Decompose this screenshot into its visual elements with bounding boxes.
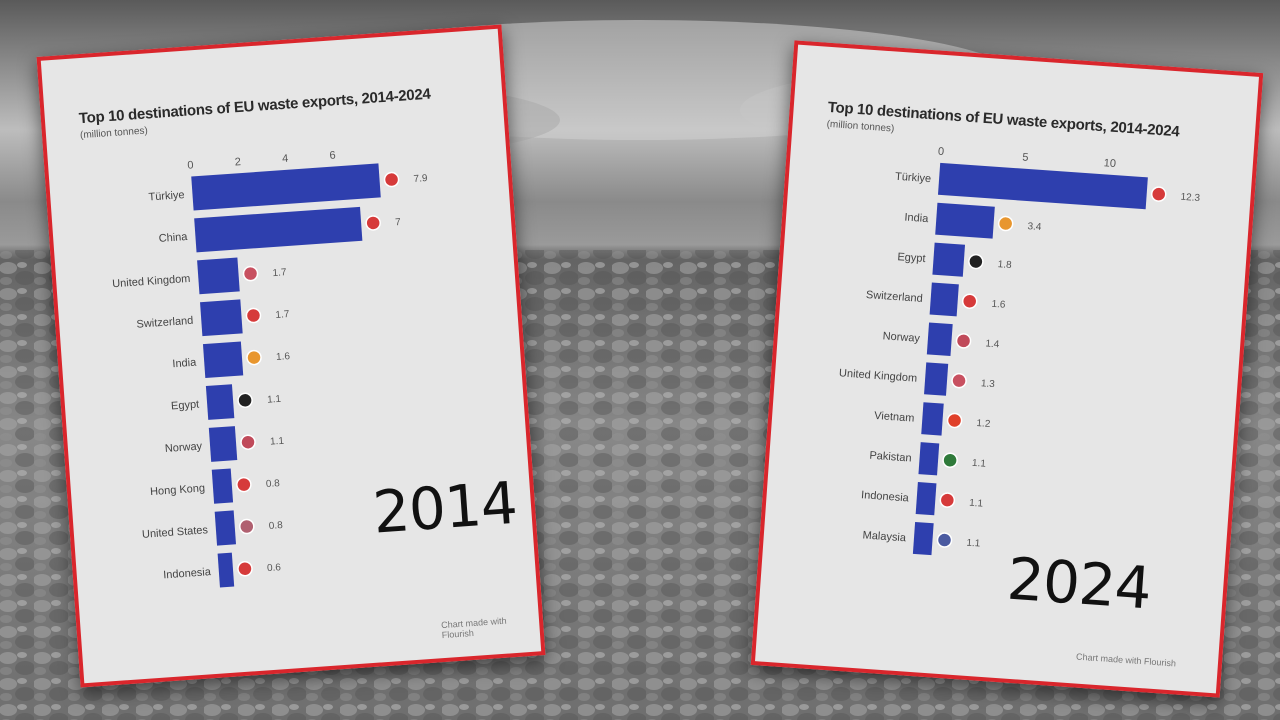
bar	[205, 384, 235, 420]
flag-icon	[997, 215, 1014, 232]
bar	[921, 402, 944, 436]
x-tick-label: 2	[234, 156, 241, 168]
flag-icon	[936, 532, 953, 548]
bar	[191, 163, 381, 211]
x-tick-label: 6	[329, 149, 336, 161]
flag-icon	[236, 476, 252, 493]
category-label: United Kingdom	[839, 367, 918, 384]
category-label: Hong Kong	[150, 482, 206, 498]
value-label: 7	[395, 217, 402, 228]
x-tick-label: 5	[1022, 152, 1029, 164]
bar	[935, 202, 995, 239]
bar	[208, 426, 238, 462]
flag-icon	[245, 307, 262, 324]
value-label: 0.8	[268, 520, 283, 532]
flag-icon	[239, 518, 255, 535]
bar	[194, 206, 363, 253]
value-label: 1.7	[275, 309, 290, 321]
bar	[915, 482, 937, 516]
flag-icon	[237, 392, 253, 409]
value-label: 1.4	[985, 338, 1000, 350]
value-label: 3.4	[1027, 221, 1042, 233]
chart-card-2014: Top 10 destinations of EU waste exports,…	[36, 24, 546, 688]
category-label: Switzerland	[136, 315, 194, 331]
x-tick-label: 4	[282, 153, 289, 165]
bar	[932, 242, 966, 277]
flag-icon	[242, 265, 259, 282]
flag-icon	[961, 293, 978, 309]
value-label: 1.1	[270, 436, 285, 448]
bar-chart-2024: 0 5 10 Türkiye 12.3 India 3.4 Egypt 1.8 Switzerla…	[839, 146, 1201, 556]
x-tick-label: 0	[187, 159, 194, 171]
value-label: 1.2	[976, 418, 991, 430]
value-label: 0.8	[266, 478, 281, 490]
bar	[197, 257, 240, 295]
bar	[211, 468, 234, 504]
flag-icon	[383, 171, 400, 188]
value-label: 1.6	[276, 351, 291, 363]
flag-icon	[237, 560, 253, 577]
bar	[202, 341, 244, 379]
category-label: Türkiye	[148, 189, 185, 203]
value-label: 1.3	[981, 378, 996, 390]
category-label: United States	[142, 524, 209, 541]
category-label: India	[904, 211, 930, 225]
bar	[912, 521, 934, 556]
bar	[217, 552, 235, 588]
bar-chart-2014: 0 2 4 6 Türkiye 7.9 China 7 United Kingdom 1.7 Swi…	[112, 149, 428, 588]
bar	[929, 282, 959, 317]
flag-icon	[365, 215, 381, 231]
flag-icon	[246, 349, 262, 366]
x-tick-label: 10	[1103, 157, 1116, 170]
category-label: Indonesia	[861, 489, 910, 504]
bar	[937, 162, 1148, 210]
value-label: 1.1	[972, 458, 987, 470]
category-label: Malaysia	[862, 529, 907, 544]
value-label: 1.7	[272, 267, 287, 279]
flag-icon	[968, 253, 984, 270]
value-label: 1.1	[969, 498, 984, 510]
bar	[200, 299, 243, 337]
flag-icon	[951, 372, 967, 389]
chart-card-2024: Top 10 destinations of EU waste exports,…	[750, 40, 1264, 698]
year-label: 2014	[370, 468, 519, 547]
bar	[926, 322, 953, 357]
value-label: 0.6	[267, 562, 282, 574]
category-label: Norway	[882, 330, 921, 345]
category-label: Egypt	[897, 251, 926, 265]
value-label: 12.3	[1180, 192, 1201, 204]
year-label: 2024	[1005, 544, 1154, 623]
category-label: Indonesia	[163, 566, 212, 581]
value-label: 7.9	[413, 173, 428, 185]
category-label: India	[172, 357, 198, 371]
value-label: 1.6	[991, 299, 1006, 311]
flag-icon	[942, 452, 958, 469]
category-label: Egypt	[171, 399, 200, 413]
category-label: Pakistan	[869, 450, 912, 465]
value-label: 1.8	[997, 259, 1012, 271]
category-label: Vietnam	[874, 410, 915, 425]
category-label: United Kingdom	[112, 273, 191, 290]
value-label: 1.1	[267, 394, 282, 406]
value-label: 1.1	[966, 538, 981, 550]
x-tick-label: 0	[938, 146, 945, 158]
flag-icon	[240, 434, 256, 450]
bar	[924, 362, 949, 396]
bar	[918, 442, 940, 476]
bar	[214, 510, 237, 546]
flag-icon	[1150, 186, 1167, 202]
category-label: Switzerland	[866, 289, 924, 305]
category-label: Türkiye	[895, 171, 932, 185]
flag-icon	[939, 492, 956, 508]
category-label: Norway	[164, 440, 203, 455]
flag-icon	[946, 412, 963, 429]
flag-icon	[955, 333, 972, 349]
category-label: China	[158, 231, 188, 245]
